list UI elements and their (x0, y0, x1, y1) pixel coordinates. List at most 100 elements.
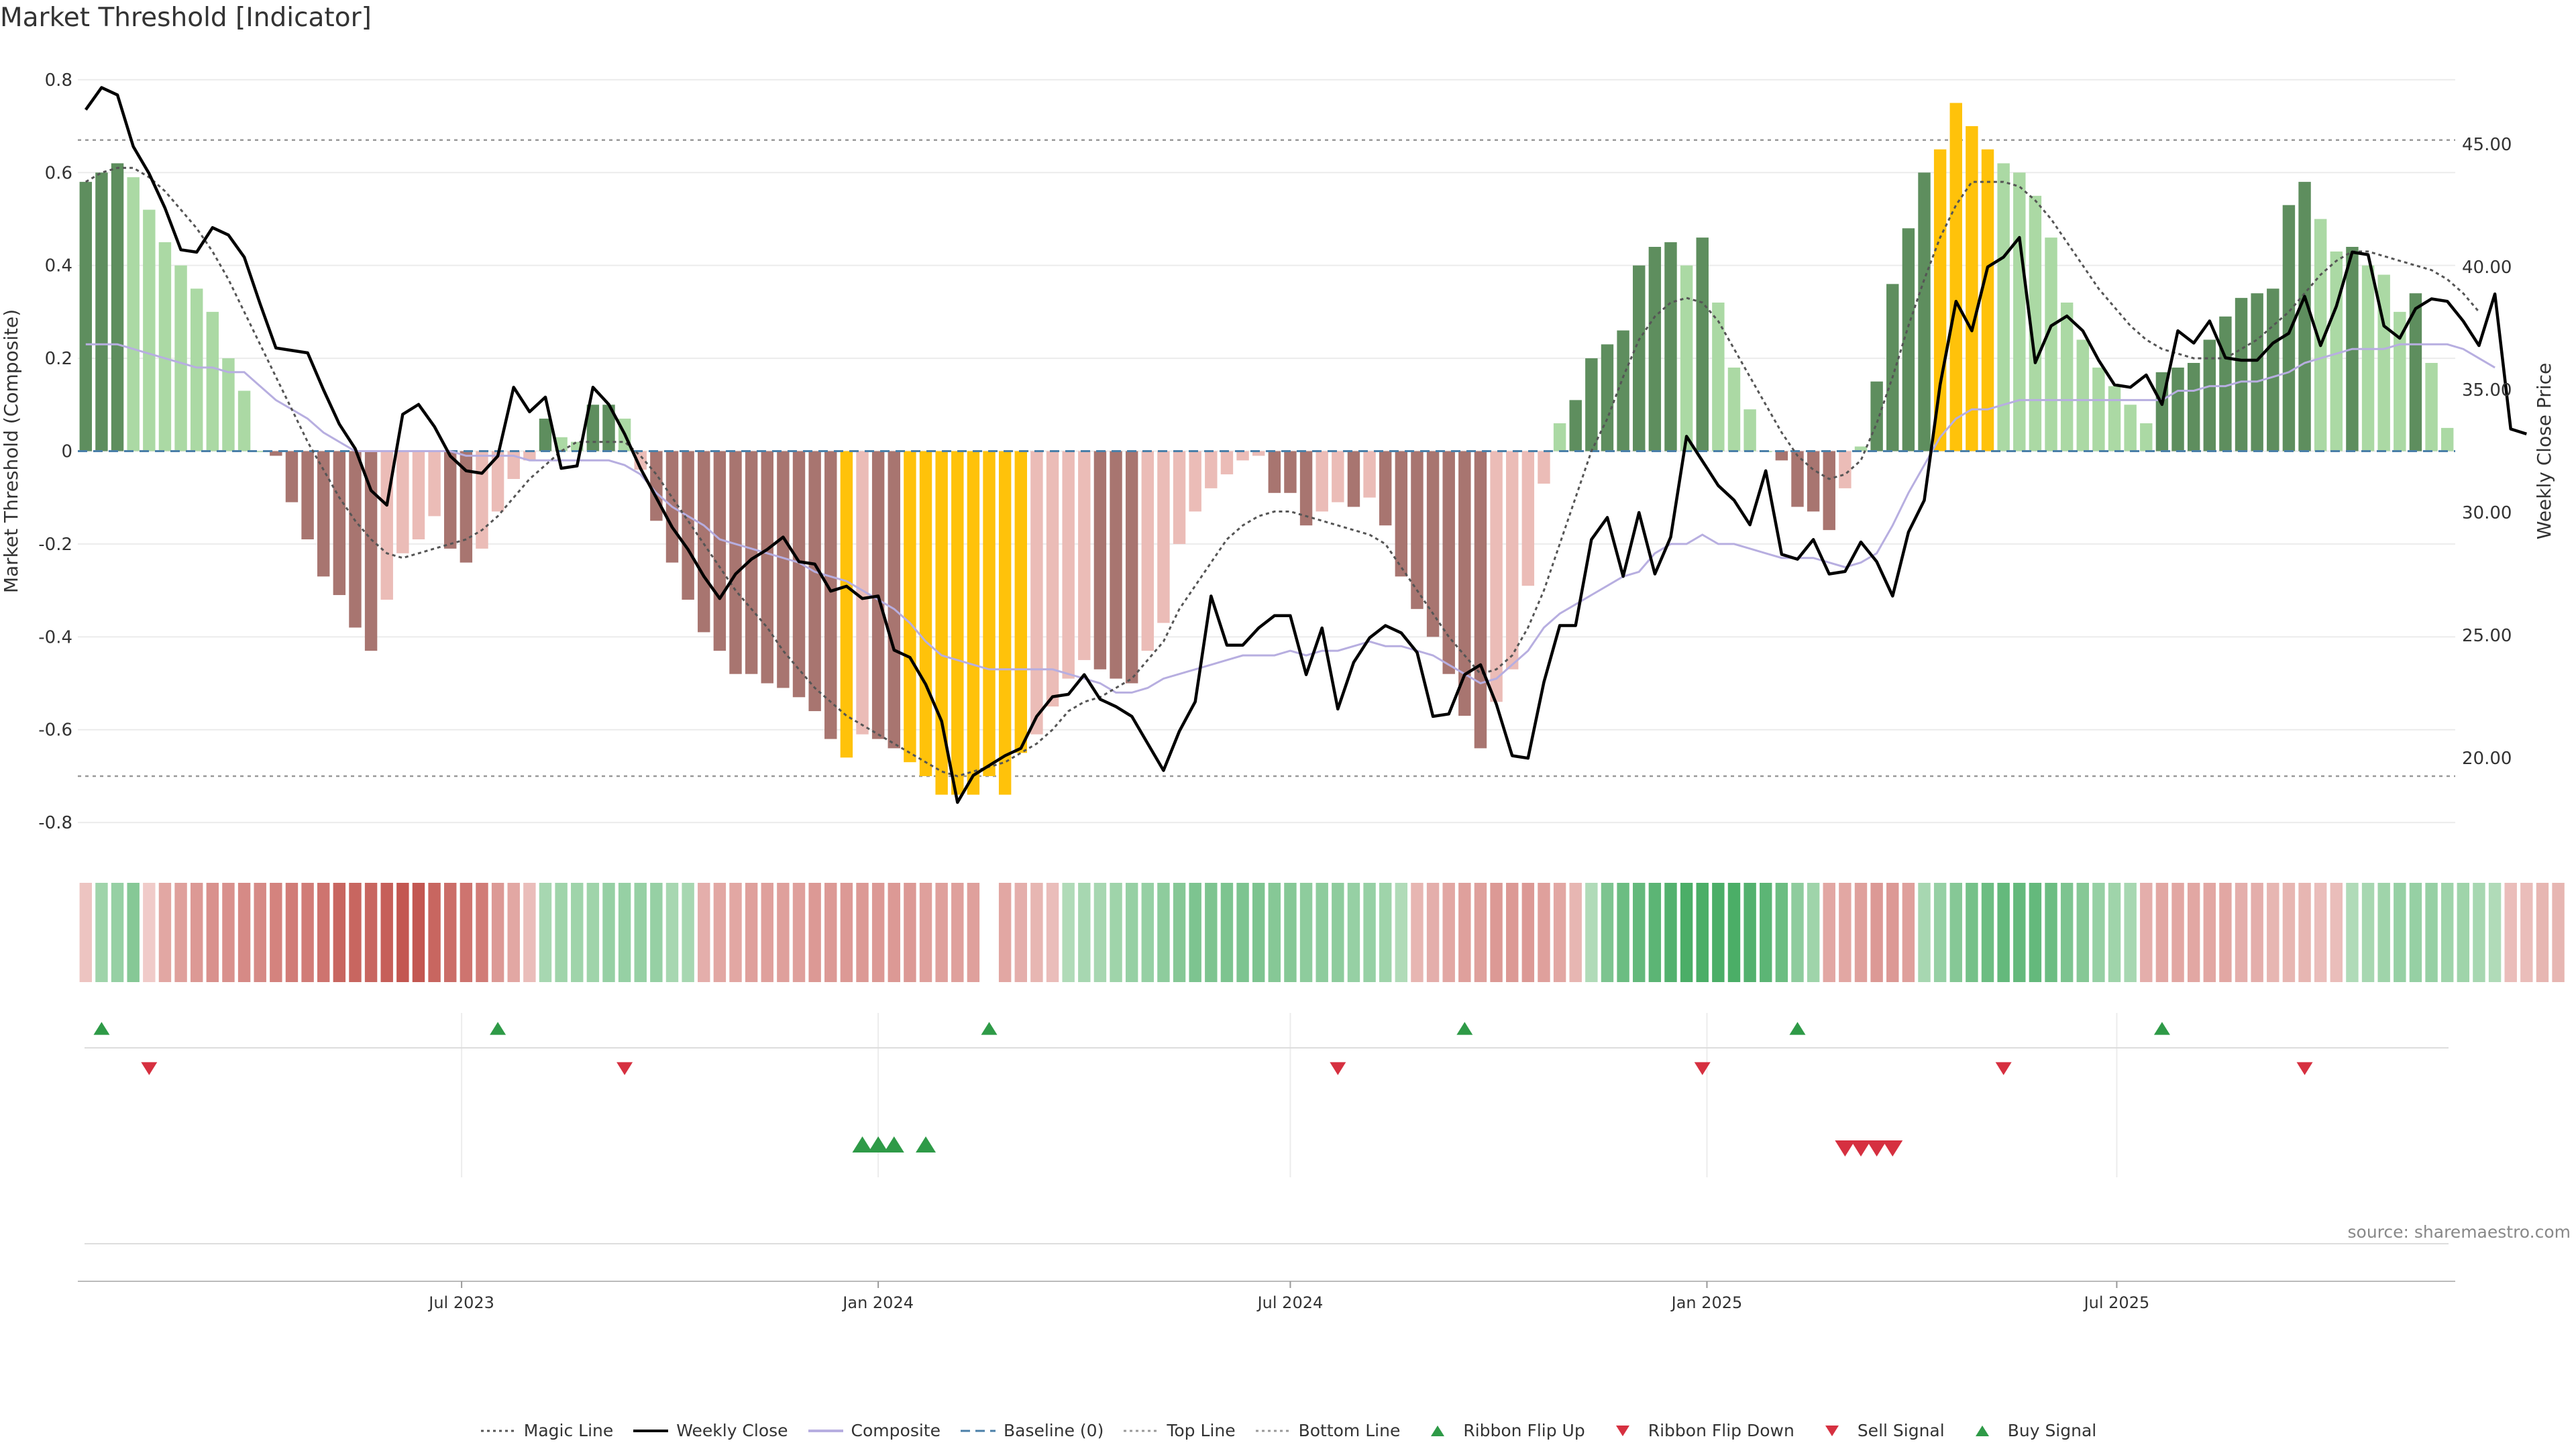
composite-bar (1125, 451, 1138, 684)
composite-bar (523, 451, 536, 461)
ribbon-flip-down-marker (2296, 1062, 2313, 1075)
composite-bar (808, 451, 821, 712)
ribbon-cell (888, 883, 900, 982)
ribbon-cell (127, 883, 140, 982)
composite-bar (792, 451, 806, 698)
legend-item: Bottom Line (1254, 1421, 1401, 1440)
composite-bar (998, 451, 1012, 795)
legend-swatch (1615, 1425, 1629, 1436)
legend-label: Weekly Close (676, 1421, 788, 1440)
ribbon-cell (967, 883, 980, 982)
ribbon-cell (698, 883, 710, 982)
composite-bar (1966, 126, 1978, 451)
ribbon-cell (618, 883, 631, 982)
composite-bar (1648, 246, 1662, 451)
ribbon-cell (1521, 883, 1535, 982)
ribbon-cell (1601, 883, 1614, 982)
composite-bar (2409, 293, 2422, 451)
ribbon-cell (1014, 883, 1028, 982)
ribbon-flip-up-marker (490, 1022, 506, 1035)
ribbon-cell (1617, 883, 1629, 982)
ribbon-cell (1569, 883, 1582, 982)
ribbon-cell (2045, 883, 2057, 982)
ribbon-cell (665, 883, 679, 982)
y-tick-label: 0.4 (45, 256, 72, 276)
ribbon-cell (1125, 883, 1138, 982)
composite-bar (745, 451, 758, 674)
ribbon-cell (634, 883, 647, 982)
composite-bar (317, 451, 330, 577)
composite-bar (1712, 303, 1725, 451)
ribbon-cell (2060, 883, 2074, 982)
ribbon-cell (2473, 883, 2485, 982)
legend-swatch (960, 1430, 996, 1432)
y-tick-label: -0.6 (38, 720, 72, 741)
ribbon-cell (1664, 883, 1677, 982)
ribbon-cell (713, 883, 727, 982)
ribbon-cell (650, 883, 663, 982)
y2-tick-label: 45.00 (2462, 135, 2512, 155)
sell-signal-marker (1835, 1140, 1856, 1157)
composite-bar (1490, 451, 1503, 702)
ribbon-cell (2488, 883, 2502, 982)
ribbon-cell (1379, 883, 1392, 982)
ribbon-cell (364, 883, 378, 982)
ribbon-cell (1823, 883, 1835, 982)
composite-bar (1299, 451, 1313, 526)
buy-signal-marker (916, 1136, 936, 1152)
composite-bar (2267, 288, 2279, 451)
ribbon-cell (761, 883, 773, 982)
ribbon-cell (919, 883, 932, 982)
legend-label: Bottom Line (1298, 1421, 1401, 1440)
composite-bar (1426, 451, 1440, 637)
ribbon-cell (2076, 883, 2089, 982)
composite-bar (2140, 423, 2153, 451)
ribbon-cell (1839, 883, 1851, 982)
composite-bar (1268, 451, 1281, 493)
ribbon-cell (1093, 883, 1107, 982)
ribbon-cell (2409, 883, 2422, 982)
ribbon-cell (586, 883, 600, 982)
composite-bar (190, 288, 203, 451)
ribbon-cell (2457, 883, 2470, 982)
ribbon-cell (1332, 883, 1344, 982)
ribbon-cell (2124, 883, 2137, 982)
composite-bar (491, 451, 504, 512)
ribbon-cell (856, 883, 869, 982)
legend-item: Sell Signal (1813, 1421, 1945, 1440)
ribbon-cell (777, 883, 790, 982)
ribbon-cell (1743, 883, 1756, 982)
legend-item: Baseline (0) (959, 1421, 1104, 1440)
ribbon-cell (2219, 883, 2232, 982)
ribbon-cell (2013, 883, 2026, 982)
ribbon-cell (206, 883, 219, 982)
ribbon-cell (1411, 883, 1424, 982)
composite-bar (935, 451, 948, 795)
legend-item: Ribbon Flip Up (1419, 1421, 1585, 1440)
ribbon-cell (2552, 883, 2565, 982)
legend-swatch (1975, 1425, 1989, 1436)
composite-bar (1062, 451, 1075, 679)
composite-bar (1395, 451, 1408, 577)
composite-bar (2029, 195, 2042, 451)
composite-bar (856, 451, 869, 735)
composite-bar (1363, 451, 1376, 498)
composite-bar (254, 451, 266, 452)
ribbon-cell (301, 883, 314, 982)
ribbon-flip-up-marker (2153, 1022, 2170, 1035)
legend-swatch (633, 1429, 669, 1432)
composite-bar (2298, 182, 2311, 451)
ribbon-cell (1205, 883, 1218, 982)
ribbon-cell (2092, 883, 2105, 982)
ribbon-cell (1316, 883, 1328, 982)
y2-tick-label: 20.00 (2462, 749, 2512, 769)
y-tick-label: 0.2 (45, 349, 72, 369)
ribbon-cell (412, 883, 425, 982)
ribbon-cell (2377, 883, 2390, 982)
ribbon-cell (1284, 883, 1297, 982)
composite-bar (1379, 451, 1392, 526)
composite-bar (1474, 451, 1487, 749)
composite-bar (1078, 451, 1091, 660)
ribbon-cell (539, 883, 552, 982)
